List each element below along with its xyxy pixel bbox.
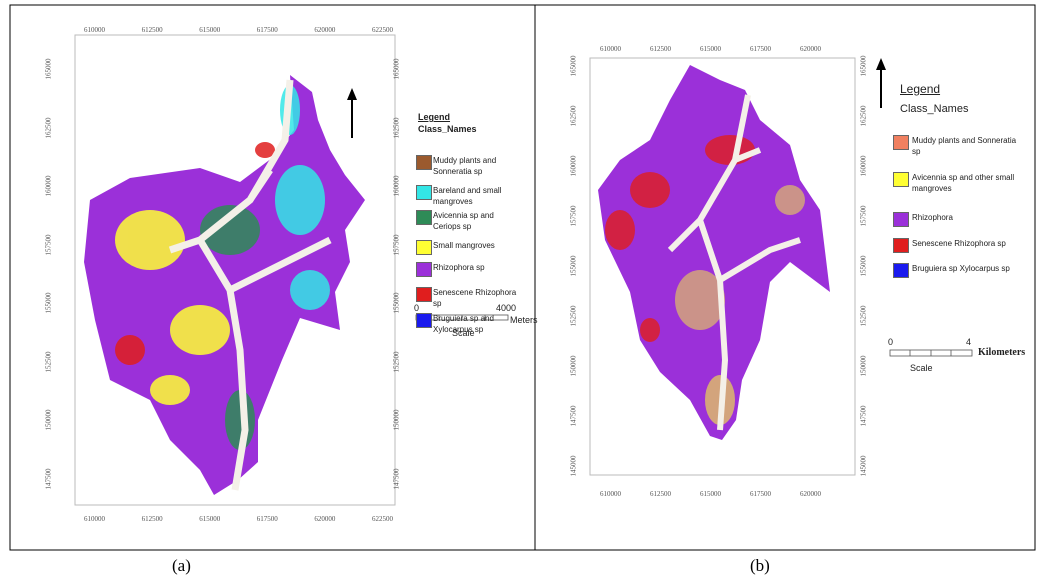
x-coordinate-label: 612500 — [142, 515, 163, 523]
x-coordinate-label: 622500 — [372, 515, 393, 523]
y-coordinate-label: 157500 — [860, 206, 868, 227]
panel-caption: (a) — [172, 556, 191, 576]
legend-label: Avicennia sp and Ceriops sp — [433, 210, 518, 232]
x-coordinate-label: 610000 — [600, 45, 621, 53]
y-coordinate-label: 165000 — [45, 59, 53, 80]
legend-label: Muddy plants and Sonneratia sp — [433, 155, 518, 177]
scale-bar-b — [890, 350, 972, 356]
y-coordinate-label: 165000 — [393, 59, 401, 80]
legend-label: Muddy plants and Sonneratia sp — [912, 135, 1017, 157]
legend-label: Avicennia sp and other small mangroves — [912, 172, 1017, 194]
legend-swatch — [893, 212, 909, 227]
y-coordinate-label: 160000 — [570, 156, 578, 177]
scale-title: Scale — [452, 328, 475, 339]
y-coordinate-label: 155000 — [860, 256, 868, 277]
x-coordinate-label: 612500 — [650, 490, 671, 498]
scale-label: 0 — [888, 337, 893, 348]
figure: 610000 610000 612500 612500 615000 615000 6175… — [0, 0, 1045, 585]
x-coordinate-label: 615000 — [700, 490, 721, 498]
legend-label: Bareland and small mangroves — [433, 185, 518, 207]
x-coordinate-label: 617500 — [257, 515, 278, 523]
y-coordinate-label: 147500 — [393, 469, 401, 490]
x-coordinate-label: 620000 — [314, 26, 335, 34]
x-coordinate-label: 610000 — [84, 26, 105, 34]
y-coordinate-label: 160000 — [860, 156, 868, 177]
y-coordinate-label: 145000 — [860, 456, 868, 477]
x-coordinate-label: 615000 — [199, 26, 220, 34]
y-coordinate-label: 162500 — [570, 106, 578, 127]
y-coordinate-label: 147500 — [45, 469, 53, 490]
y-coordinate-label: 165000 — [860, 56, 868, 77]
scale-unit: Meters — [510, 315, 538, 326]
x-coordinate-label: 610000 — [84, 515, 105, 523]
x-coordinate-label: 620000 — [800, 45, 821, 53]
x-coordinate-label: 620000 — [314, 515, 335, 523]
legend-label: Bruguiera sp and Xylocarpus sp — [433, 313, 518, 335]
x-coordinate-label: 615000 — [199, 515, 220, 523]
legend-swatch — [416, 287, 432, 302]
y-coordinate-label: 162500 — [45, 117, 53, 138]
x-coordinate-label: 610000 — [600, 490, 621, 498]
scale-title: Scale — [910, 363, 933, 374]
y-coordinate-label: 157500 — [393, 234, 401, 255]
y-coordinate-label: 155000 — [45, 293, 53, 314]
legend-swatch — [416, 262, 432, 277]
y-coordinate-label: 147500 — [570, 406, 578, 427]
scale-label: 4 — [966, 337, 971, 348]
x-coordinate-label: 612500 — [142, 26, 163, 34]
x-coordinate-label: 617500 — [257, 26, 278, 34]
x-coordinate-label: 617500 — [750, 490, 771, 498]
legend-swatch — [893, 238, 909, 253]
y-coordinate-label: 160000 — [45, 176, 53, 197]
legend-label: Rhizophora sp — [433, 262, 518, 273]
legend-subtitle: Class_Names — [900, 104, 968, 115]
y-coordinate-label: 162500 — [860, 106, 868, 127]
y-coordinate-label: 145000 — [570, 456, 578, 477]
legend-label: Bruguiera sp Xylocarpus sp — [912, 263, 1017, 274]
y-coordinate-label: 152500 — [393, 351, 401, 372]
north-arrow-head — [876, 58, 886, 70]
y-coordinate-label: 147500 — [860, 406, 868, 427]
scale-unit: Kilometers — [978, 347, 1025, 358]
y-coordinate-label: 150000 — [45, 410, 53, 431]
y-coordinate-label: 152500 — [45, 351, 53, 372]
x-coordinate-label: 617500 — [750, 45, 771, 53]
x-coordinate-label: 612500 — [650, 45, 671, 53]
legend-swatch — [416, 240, 432, 255]
legend-swatch — [416, 313, 432, 328]
y-coordinate-label: 155000 — [570, 256, 578, 277]
y-coordinate-label: 152500 — [860, 306, 868, 327]
y-coordinate-label: 150000 — [570, 356, 578, 377]
y-coordinate-label: 165000 — [570, 56, 578, 77]
north-arrow-head — [347, 88, 357, 100]
x-coordinate-label: 615000 — [700, 45, 721, 53]
legend-subtitle: Class_Names — [418, 124, 477, 135]
map-figure — [0, 0, 1045, 585]
legend-title: Legend — [418, 112, 450, 123]
legend-label: Senescene Rhizophora sp — [912, 238, 1017, 249]
y-coordinate-label: 150000 — [860, 356, 868, 377]
y-coordinate-label: 155000 — [393, 293, 401, 314]
x-coordinate-label: 622500 — [372, 26, 393, 34]
y-coordinate-label: 152500 — [570, 306, 578, 327]
legend-swatch — [893, 263, 909, 278]
y-coordinate-label: 157500 — [45, 234, 53, 255]
x-coordinate-label: 620000 — [800, 490, 821, 498]
legend-swatch — [893, 135, 909, 150]
y-coordinate-label: 150000 — [393, 410, 401, 431]
legend-swatch — [416, 185, 432, 200]
legend-swatch — [893, 172, 909, 187]
legend-label: Small mangroves — [433, 240, 518, 251]
legend-title: Legend — [900, 84, 940, 95]
legend-swatch — [416, 155, 432, 170]
legend-swatch — [416, 210, 432, 225]
scale-label: 4000 — [496, 303, 516, 314]
legend-label: Rhizophora — [912, 212, 1017, 223]
y-coordinate-label: 162500 — [393, 117, 401, 138]
panel-caption: (b) — [750, 556, 770, 576]
y-coordinate-label: 157500 — [570, 206, 578, 227]
y-coordinate-label: 160000 — [393, 176, 401, 197]
scale-label: 0 — [414, 303, 419, 314]
